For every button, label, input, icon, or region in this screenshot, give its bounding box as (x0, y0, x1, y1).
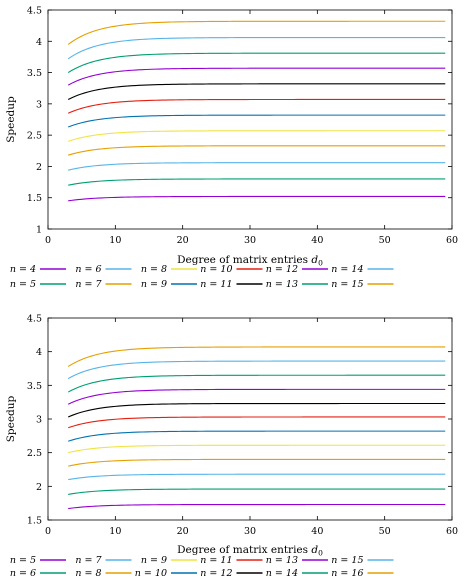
y-tick-label: 2 (36, 162, 42, 173)
chart-bottom: 0 10 20 30 40 50 60 1.5 2 2.5 3 3.5 4 4.5 Speedup Degre… (5, 314, 458, 580)
series-line-n8 (68, 458, 446, 467)
legend-label: n = 14 (266, 568, 298, 579)
y-tick-label: 2.5 (27, 448, 42, 459)
y-tick-label: 3.5 (27, 68, 42, 79)
legend-label: n = 12 (266, 264, 298, 275)
legend-label: n = 11 (200, 555, 232, 566)
series-line-n8 (68, 130, 446, 142)
x-tick-label: 10 (109, 526, 121, 537)
x-axis-label-var: d (311, 544, 318, 556)
legend-label: n = 10 (135, 568, 167, 579)
series-line-n9 (68, 444, 446, 454)
x-tick-label: 50 (379, 526, 391, 537)
y-tick-label: 4.5 (27, 314, 42, 325)
legend-label: n = 9 (141, 555, 167, 566)
series-line-n12 (67, 402, 446, 418)
series-line-n11 (68, 416, 446, 429)
legend-label: n = 11 (200, 279, 232, 290)
x-tick-label: 60 (446, 235, 458, 246)
x-tick-label: 50 (379, 235, 391, 246)
series-line-n5 (68, 178, 446, 186)
series-line-n10 (68, 430, 446, 442)
y-axis-label: Speedup (5, 395, 17, 442)
y-tick-label: 4.5 (27, 6, 42, 17)
y-tick-label: 4 (36, 347, 42, 358)
series-line-n5 (68, 503, 446, 510)
series-line-n13 (67, 388, 446, 405)
x-tick-label: 0 (45, 235, 51, 246)
x-tick-label: 20 (177, 235, 189, 246)
y-tick-label: 1.5 (27, 193, 42, 204)
x-tick-label: 10 (109, 235, 121, 246)
x-axis-label: Degree of matrix entries d0 (177, 544, 323, 558)
series-line-n6 (68, 162, 446, 171)
series-line-n11 (67, 83, 446, 100)
x-tick-label: 60 (446, 526, 458, 537)
plot-frame (47, 317, 453, 521)
series-line-n4 (68, 195, 446, 202)
x-axis-label-text: Degree of matrix entries (177, 544, 311, 556)
legend-label: n = 5 (10, 279, 36, 290)
x-tick-label: 30 (244, 235, 256, 246)
y-tick-label: 3.5 (27, 381, 42, 392)
legend-label: n = 8 (141, 264, 167, 275)
x-axis-label-sub: 0 (318, 549, 323, 558)
x-tick-label: 40 (311, 526, 323, 537)
legend-label: n = 6 (10, 568, 36, 579)
legend-label: n = 4 (10, 264, 36, 275)
series-line-n16 (67, 346, 446, 367)
series-line-n15 (67, 20, 446, 45)
x-tick-label: 30 (244, 526, 256, 537)
legend-label: n = 15 (331, 555, 363, 566)
x-tick-label: 20 (177, 526, 189, 537)
series-line-n7 (68, 145, 446, 156)
x-axis-label-sub: 0 (318, 259, 323, 268)
legend-label: n = 12 (200, 568, 232, 579)
series-line-n10 (67, 98, 446, 114)
series-line-n13 (67, 52, 446, 74)
legend-label: n = 5 (10, 555, 36, 566)
y-tick-label: 1 (36, 225, 42, 236)
series-line-n12 (67, 67, 446, 86)
y-tick-label: 3 (36, 415, 42, 426)
x-axis-label-text: Degree of matrix entries (177, 254, 311, 266)
series-line-n15 (67, 360, 446, 380)
x-tick-label: 0 (45, 526, 51, 537)
legend-label: n = 8 (75, 568, 101, 579)
legend-label: n = 6 (75, 264, 101, 275)
legend-label: n = 16 (331, 568, 363, 579)
legend-label: n = 7 (75, 279, 102, 290)
x-tick-label: 40 (311, 235, 323, 246)
x-axis-label-var: d (311, 254, 318, 266)
y-tick-label: 2 (36, 482, 42, 493)
series-line-n6 (68, 488, 446, 495)
x-axis-label: Degree of matrix entries d0 (177, 254, 323, 268)
legend-label: n = 9 (141, 279, 167, 290)
legend-label: n = 13 (266, 279, 298, 290)
series-line-n14 (67, 374, 446, 393)
y-tick-label: 2.5 (27, 131, 42, 142)
series-line-n9 (68, 114, 446, 128)
series-line-n14 (67, 36, 446, 60)
series-line-n7 (68, 473, 446, 481)
chart-top: 0 10 20 30 40 50 60 1 1.5 2 2.5 3 3.5 4 4.5 Speedup Degr… (5, 6, 458, 291)
legend-label: n = 10 (200, 264, 232, 275)
legend-label: n = 15 (331, 279, 363, 290)
legend-label: n = 7 (75, 555, 102, 566)
legend-label: n = 13 (266, 555, 298, 566)
y-axis-label: Speedup (5, 96, 17, 143)
y-tick-label: 1.5 (27, 516, 42, 527)
y-tick-label: 4 (36, 37, 42, 48)
legend-label: n = 14 (331, 264, 363, 275)
y-tick-label: 3 (36, 99, 42, 110)
